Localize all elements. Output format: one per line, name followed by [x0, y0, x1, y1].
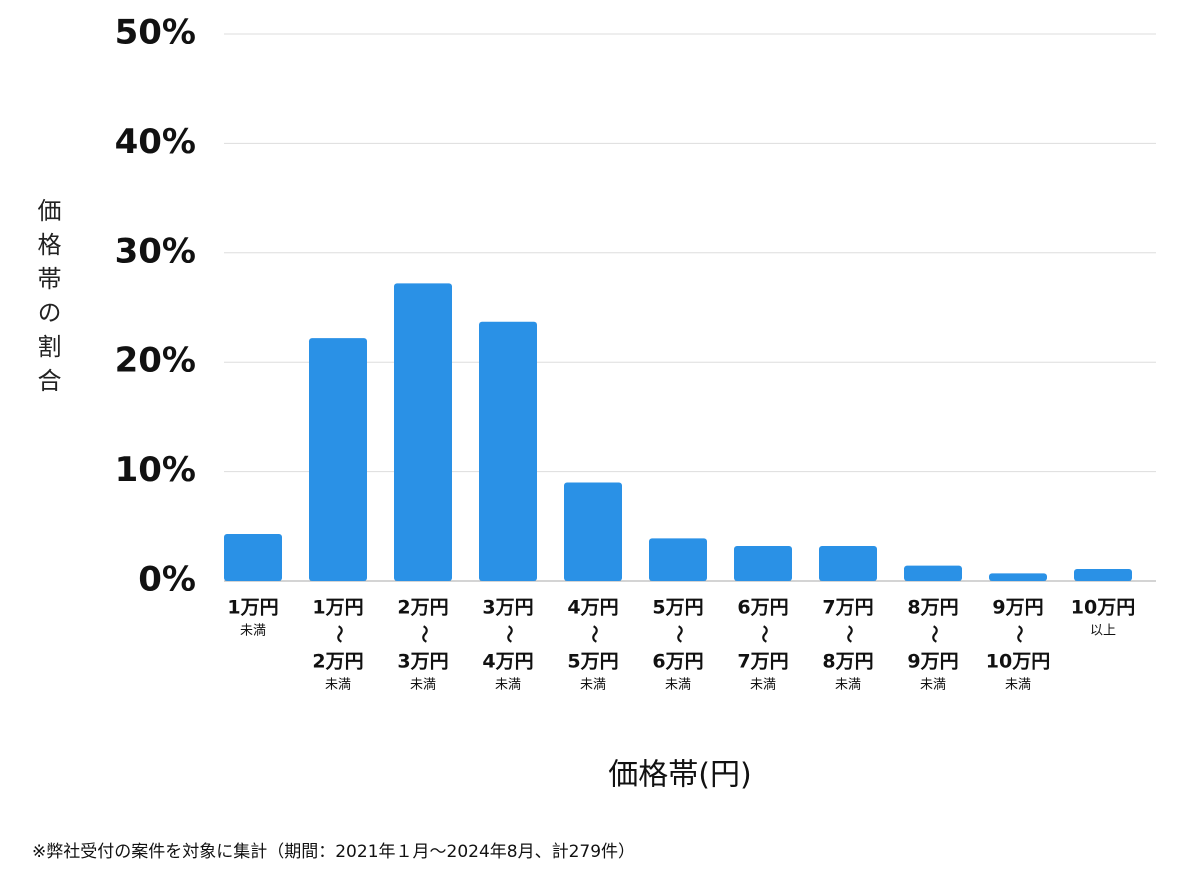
x-tick-label: 2万円: [312, 651, 363, 673]
bar: [649, 538, 707, 581]
x-tick-label: 7万円: [822, 597, 873, 619]
x-tick-label: 2万円: [397, 597, 448, 619]
x-tick-label: 未満: [580, 678, 606, 693]
bar: [224, 533, 282, 581]
x-tick-label: 6万円: [737, 597, 788, 619]
x-tick-label: 1万円: [312, 597, 363, 619]
x-axis-title: 価格帯(円): [608, 758, 751, 793]
x-tick-label: 4万円: [567, 597, 618, 619]
bar: [989, 573, 1047, 581]
x-tick-label: 未満: [920, 678, 946, 693]
x-tick-label: 〜: [753, 625, 774, 643]
x-tick-label: 7万円: [737, 651, 788, 673]
y-tick-label: 20%: [115, 341, 196, 381]
bar: [564, 482, 622, 581]
x-tick-label: 〜: [328, 625, 349, 643]
bar: [734, 545, 792, 581]
x-tick-label: 未満: [325, 678, 351, 693]
bar: [1074, 568, 1132, 581]
bar: [394, 283, 452, 581]
x-tick-label: 未満: [495, 678, 521, 693]
x-tick-label: 10万円: [986, 651, 1050, 673]
x-tick-label: 〜: [413, 625, 434, 643]
x-tick-label: 3万円: [397, 651, 448, 673]
y-tick-label: 50%: [115, 13, 196, 53]
x-tick-label: 〜: [668, 625, 689, 643]
x-tick-label: 未満: [835, 678, 861, 693]
bar: [904, 565, 962, 581]
y-tick-label: 30%: [115, 231, 196, 271]
x-tick-label: 〜: [583, 625, 604, 643]
x-tick-label: 5万円: [567, 651, 618, 673]
bar: [479, 321, 537, 581]
y-axis-title: 価格帯の割合: [33, 198, 61, 402]
bar: [309, 338, 367, 581]
x-tick-label: 〜: [498, 625, 519, 643]
x-tick-label: 〜: [838, 625, 859, 643]
footnote: ※弊社受付の案件を対象に集計（期間：2021年１月～2024年8月、計279件）: [32, 842, 635, 862]
x-tick-label: 〜: [1008, 625, 1029, 643]
x-tick-label: 未満: [1005, 678, 1031, 693]
x-tick-label: 未満: [750, 678, 776, 693]
x-tick-label: 8万円: [822, 651, 873, 673]
x-tick-label: 5万円: [652, 597, 703, 619]
x-tick-label: 3万円: [482, 597, 533, 619]
bar: [819, 545, 877, 581]
x-tick-label: 6万円: [652, 651, 703, 673]
y-tick-label: 0%: [138, 560, 196, 600]
y-tick-label: 40%: [115, 122, 196, 162]
x-tick-label: 未満: [240, 624, 266, 639]
x-tick-label: 9万円: [992, 597, 1043, 619]
x-tick-label: 9万円: [907, 651, 958, 673]
x-tick-label: 以上: [1090, 624, 1116, 639]
x-tick-label: 未満: [410, 678, 436, 693]
y-tick-label: 10%: [115, 450, 196, 490]
x-tick-label: 〜: [923, 625, 944, 643]
x-tick-label: 4万円: [482, 651, 533, 673]
x-tick-label: 未満: [665, 678, 691, 693]
x-tick-label: 10万円: [1071, 597, 1135, 619]
x-tick-label: 8万円: [907, 597, 958, 619]
x-tick-label: 1万円: [227, 597, 278, 619]
